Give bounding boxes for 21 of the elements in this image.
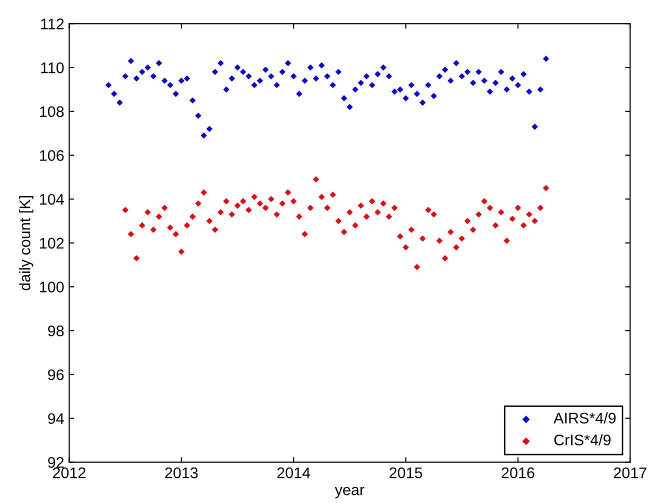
- y-tick-label: 102: [40, 238, 64, 249]
- y-tick-label: 108: [40, 106, 64, 118]
- x-tick-label: 2016: [502, 467, 534, 478]
- y-axis-title: daily count [K]: [19, 196, 34, 290]
- x-axis-title: year: [334, 486, 364, 498]
- y-tick-label: 106: [40, 150, 64, 161]
- y-tick-label: 96: [48, 369, 64, 380]
- x-tick-label: 2012: [52, 467, 86, 478]
- legend-label: CrIS*4/9: [554, 434, 611, 446]
- y-tick-label: 112: [41, 18, 64, 30]
- y-tick-label: 104: [40, 194, 64, 205]
- y-tick-label: 92: [48, 457, 64, 468]
- x-tick-label: 2014: [277, 467, 310, 478]
- y-tick-label: 100: [40, 282, 64, 292]
- y-tick-label: 110: [41, 62, 64, 74]
- y-tick-label: 98: [48, 325, 64, 336]
- x-tick-label: 2013: [165, 467, 198, 478]
- y-tick-label: 94: [48, 413, 64, 424]
- x-tick-label: 2015: [390, 467, 422, 478]
- x-tick-label: 2017: [614, 467, 646, 478]
- legend-label: AIRS*4/9: [554, 412, 616, 424]
